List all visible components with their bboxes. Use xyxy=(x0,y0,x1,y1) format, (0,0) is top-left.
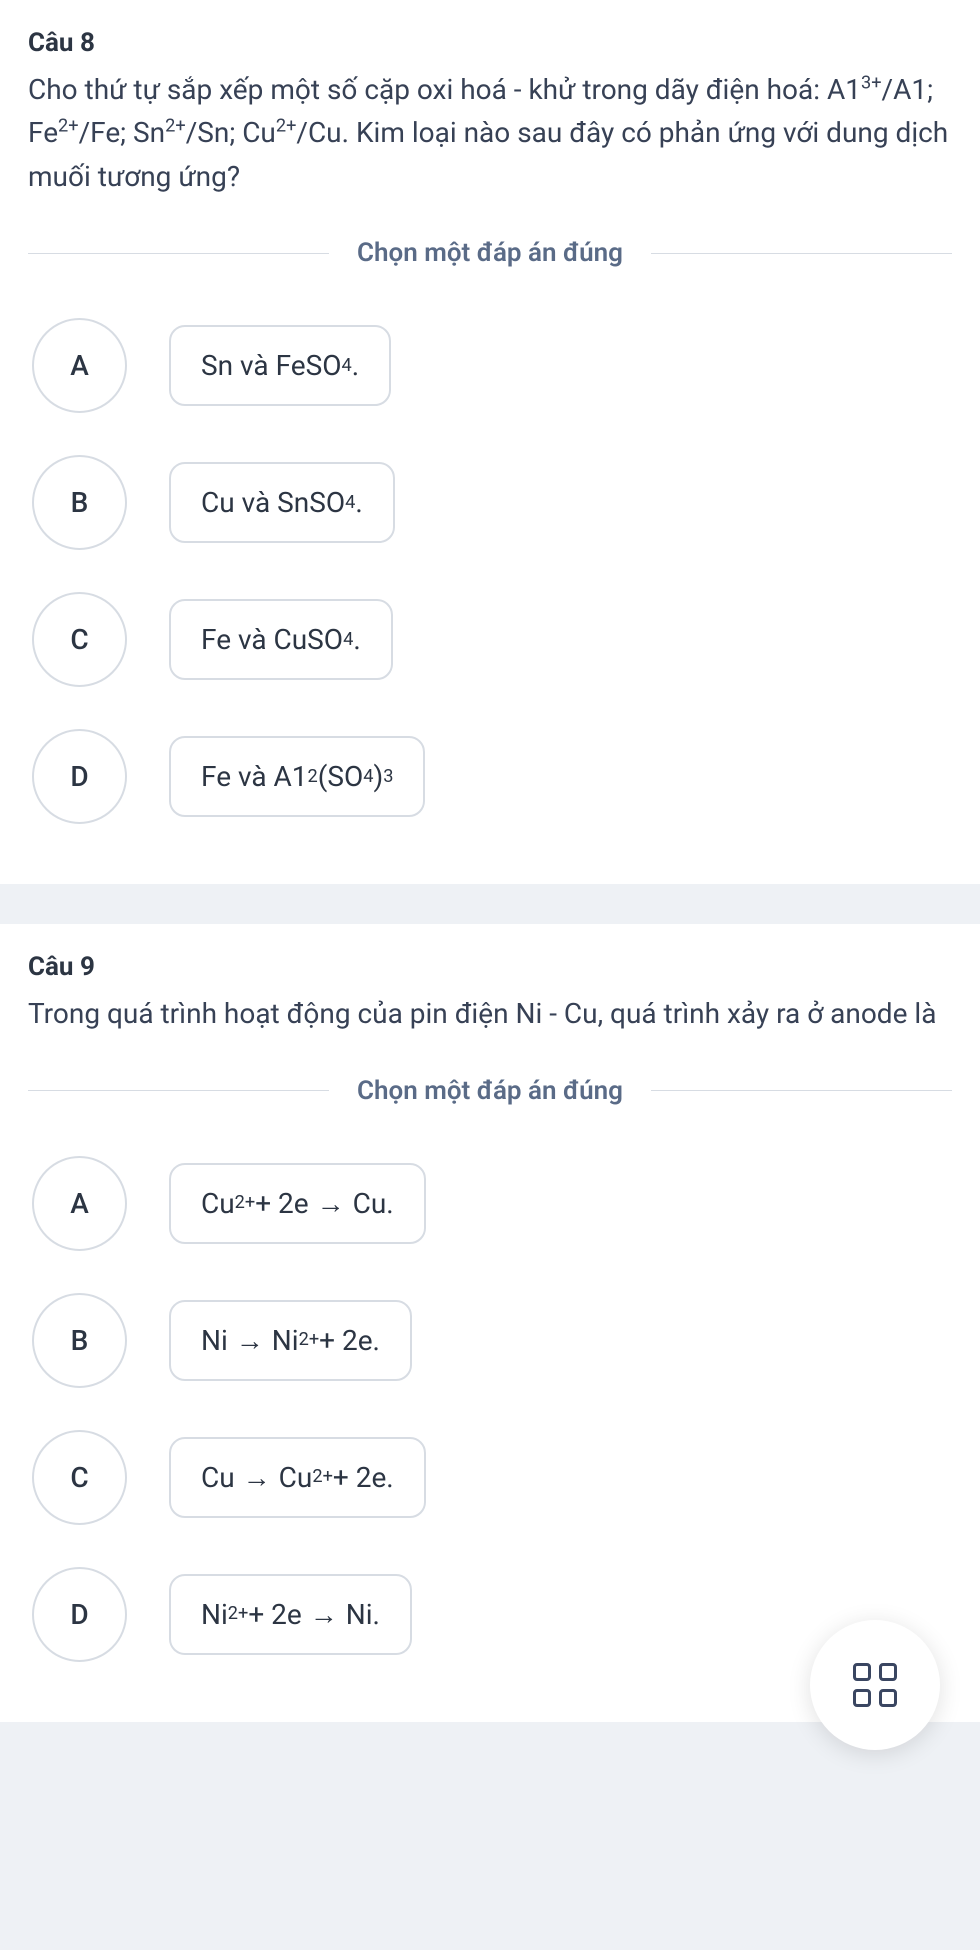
option-row[interactable]: A Cu2+ + 2e→Cu. xyxy=(32,1156,952,1251)
option-letter[interactable]: C xyxy=(32,592,127,687)
option-row[interactable]: D Fe và A12(SO4)3 xyxy=(32,729,952,824)
instruction-label: Chọn một đáp án đúng xyxy=(329,238,651,268)
instruction-divider: Chọn một đáp án đúng xyxy=(28,238,952,268)
question-8-text: Cho thứ tự sắp xếp một số cặp oxi hoá - … xyxy=(28,68,952,198)
option-text[interactable]: Ni2+ + 2e→Ni. xyxy=(169,1574,412,1655)
instruction-label: Chọn một đáp án đúng xyxy=(329,1076,651,1106)
question-9-number: Câu 9 xyxy=(28,952,952,982)
instruction-divider: Chọn một đáp án đúng xyxy=(28,1076,952,1106)
question-9-text: Trong quá trình hoạt động của pin điện N… xyxy=(28,992,952,1035)
option-row[interactable]: B Cu và SnSO4. xyxy=(32,455,952,550)
option-row[interactable]: C Fe và CuSO4. xyxy=(32,592,952,687)
option-letter[interactable]: B xyxy=(32,1293,127,1388)
option-row[interactable]: A Sn và FeSO4. xyxy=(32,318,952,413)
divider-line-left xyxy=(28,1090,329,1091)
grid-icon xyxy=(853,1663,897,1707)
divider-line-right xyxy=(651,1090,952,1091)
question-9-block: Câu 9 Trong quá trình hoạt động của pin … xyxy=(0,924,980,1721)
option-text[interactable]: Sn và FeSO4. xyxy=(169,325,391,406)
option-row[interactable]: B Ni→Ni2+ + 2e. xyxy=(32,1293,952,1388)
grid-menu-button[interactable] xyxy=(810,1620,940,1750)
option-row[interactable]: D Ni2+ + 2e→Ni. xyxy=(32,1567,952,1662)
option-row[interactable]: C Cu→Cu2+ + 2e. xyxy=(32,1430,952,1525)
option-text[interactable]: Cu→Cu2+ + 2e. xyxy=(169,1437,426,1518)
option-text[interactable]: Fe và CuSO4. xyxy=(169,599,393,680)
option-text[interactable]: Ni→Ni2+ + 2e. xyxy=(169,1300,412,1381)
option-letter[interactable]: C xyxy=(32,1430,127,1525)
question-9-options: A Cu2+ + 2e→Cu. B Ni→Ni2+ + 2e. C Cu→Cu2… xyxy=(28,1156,952,1662)
option-letter[interactable]: A xyxy=(32,1156,127,1251)
divider-line-right xyxy=(651,253,952,254)
option-letter[interactable]: B xyxy=(32,455,127,550)
option-text[interactable]: Cu và SnSO4. xyxy=(169,462,395,543)
question-8-block: Câu 8 Cho thứ tự sắp xếp một số cặp oxi … xyxy=(0,0,980,884)
question-8-options: A Sn và FeSO4. B Cu và SnSO4. C Fe và Cu… xyxy=(28,318,952,824)
option-text[interactable]: Cu2+ + 2e→Cu. xyxy=(169,1163,426,1244)
option-letter[interactable]: D xyxy=(32,1567,127,1662)
option-letter[interactable]: A xyxy=(32,318,127,413)
divider-line-left xyxy=(28,253,329,254)
option-text[interactable]: Fe và A12(SO4)3 xyxy=(169,736,425,817)
question-8-number: Câu 8 xyxy=(28,28,952,58)
option-letter[interactable]: D xyxy=(32,729,127,824)
